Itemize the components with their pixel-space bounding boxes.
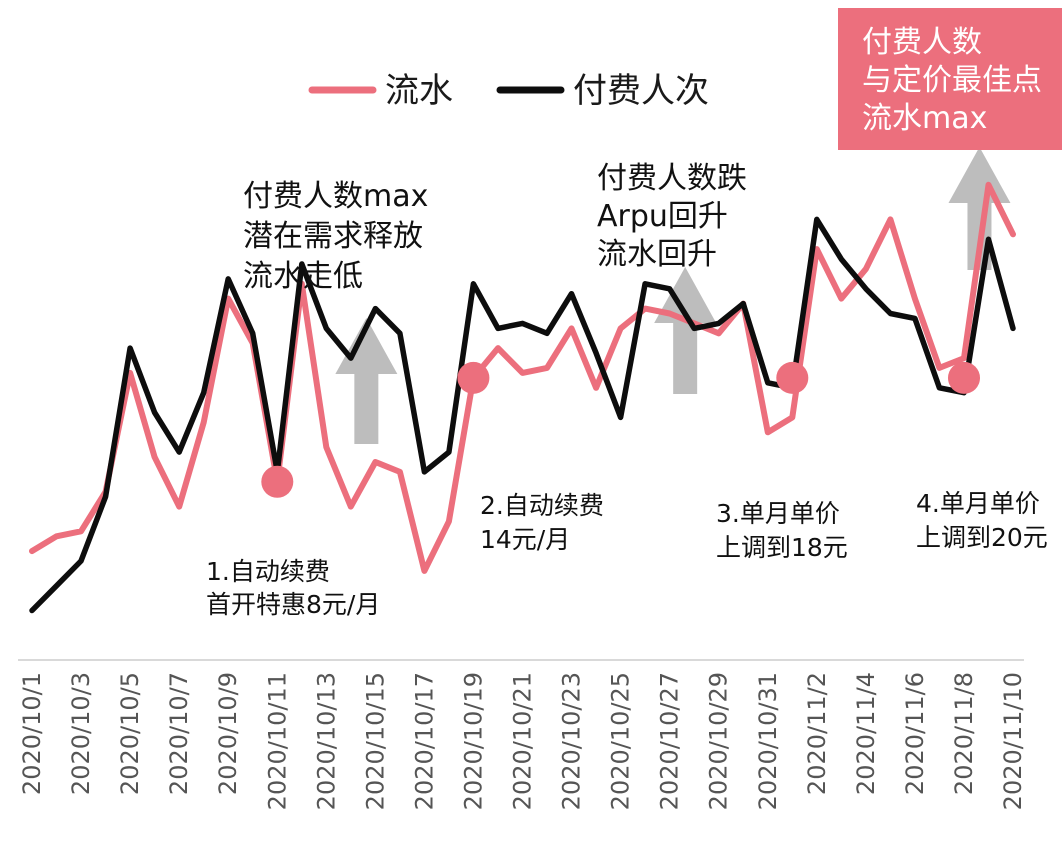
highlight-points <box>261 361 980 498</box>
annotation-1-line-1: 付费人数max <box>243 179 428 214</box>
highlight-point-1 <box>261 465 294 498</box>
event-label-1: 1.自动续费 首开特惠8元/月 <box>206 557 380 619</box>
x-tick-labels: 2020/10/1 2020/10/3 2020/10/5 2020/10/7 2020… <box>18 672 1027 810</box>
highlight-point-4 <box>948 361 980 394</box>
x-tick-label: 2020/10/17 <box>410 672 438 810</box>
callout-box <box>838 8 1062 150</box>
x-tick-label: 2020/10/29 <box>705 672 733 810</box>
event-4-line-2: 上调到20元 <box>916 523 1048 552</box>
series-line-paid-count <box>29 216 1016 614</box>
legend: 流水 付费人次 <box>308 71 709 111</box>
arrow-up-1-icon <box>335 318 398 444</box>
highlight-point-2 <box>457 361 490 394</box>
arrow-up-2-icon <box>654 267 717 394</box>
x-tick-label: 2020/10/27 <box>656 672 684 810</box>
series-layer <box>29 181 1016 614</box>
legend-label-revenue: 流水 <box>385 71 453 111</box>
x-tick-label: 2020/10/3 <box>67 672 95 795</box>
x-tick-label: 2020/10/11 <box>263 672 291 810</box>
event-2-line-1: 2.自动续费 <box>480 491 604 520</box>
annotation-1-line-3: 流水走低 <box>243 259 363 294</box>
highlight-point-3 <box>776 361 809 394</box>
x-tick-label: 2020/11/8 <box>950 672 978 795</box>
x-tick-label: 2020/10/13 <box>312 672 340 810</box>
event-label-3: 3.单月单价 上调到18元 <box>716 499 848 562</box>
annotation-2-line-3: 流水回升 <box>597 237 717 272</box>
x-tick-label: 2020/10/25 <box>607 672 635 810</box>
x-tick-label: 2020/11/4 <box>852 672 880 795</box>
event-1-line-2: 首开特惠8元/月 <box>206 590 380 619</box>
x-tick-label: 2020/10/19 <box>459 672 487 810</box>
x-tick-label: 2020/10/5 <box>116 672 144 795</box>
arrow-up-3-icon <box>948 147 1011 270</box>
callout-text: 付费人数 与定价最佳点 流水max <box>862 25 1042 136</box>
x-tick-label: 2020/11/10 <box>999 672 1027 810</box>
annotation-2-line-1: 付费人数跌 <box>597 161 747 196</box>
event-1-line-1: 1.自动续费 <box>206 557 330 586</box>
event-label-2: 2.自动续费 14元/月 <box>480 491 604 554</box>
annotation-arpu-rebound: 付费人数跌 Arpu回升 流水回升 <box>597 161 747 272</box>
x-tick-label: 2020/10/23 <box>558 672 586 810</box>
event-2-line-2: 14元/月 <box>480 525 570 554</box>
event-3-line-1: 3.单月单价 <box>716 499 840 528</box>
annotation-2-line-2: Arpu回升 <box>597 199 728 234</box>
series-line-revenue <box>29 181 1016 574</box>
event-label-4: 4.单月单价 上调到20元 <box>916 489 1048 552</box>
legend-label-paid-count: 付费人次 <box>573 71 709 111</box>
x-tick-label: 2020/10/1 <box>18 672 46 795</box>
x-tick-label: 2020/10/31 <box>754 672 782 810</box>
event-3-line-2: 上调到18元 <box>716 533 848 562</box>
x-tick-label: 2020/10/7 <box>165 672 193 795</box>
callout-line-3: 流水max <box>862 101 987 136</box>
x-tick-label: 2020/10/21 <box>509 672 537 810</box>
trend-arrows <box>335 147 1011 444</box>
x-tick-label: 2020/11/6 <box>901 672 929 795</box>
annotation-peak-demand: 付费人数max 潜在需求释放 流水走低 <box>243 179 428 294</box>
callout-line-2: 与定价最佳点 <box>862 63 1042 98</box>
event-4-line-1: 4.单月单价 <box>916 489 1040 518</box>
x-tick-label: 2020/10/15 <box>361 672 389 810</box>
callout-line-1: 付费人数 <box>862 25 982 60</box>
x-tick-label: 2020/11/2 <box>803 672 831 795</box>
annotation-1-line-2: 潜在需求释放 <box>243 219 423 254</box>
x-tick-label: 2020/10/9 <box>214 672 242 795</box>
